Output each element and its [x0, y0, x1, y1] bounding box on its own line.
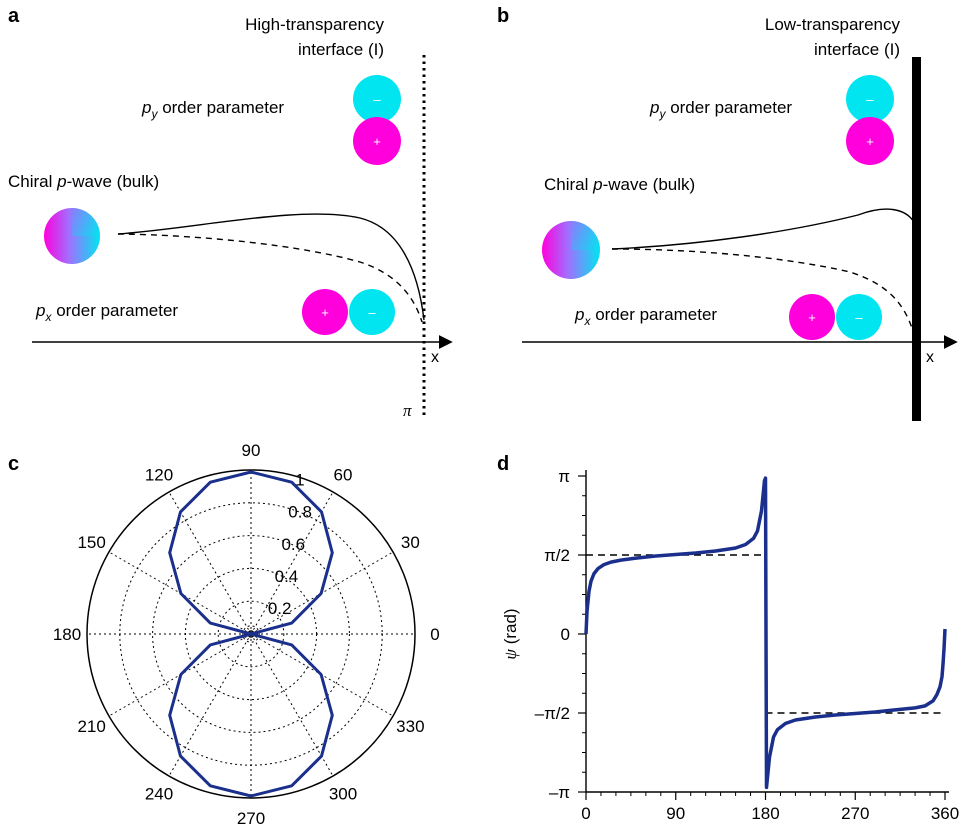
- polar-angle-tick: 300: [329, 784, 357, 803]
- polar-ring: [217, 600, 285, 668]
- bulk-label: Chiral p-wave (bulk): [8, 172, 159, 191]
- x-axis-label-b: x: [926, 349, 934, 366]
- interface-label-line1: High-transparency: [245, 15, 384, 34]
- interface-barrier: [912, 57, 921, 421]
- px-lobe-positive: [789, 294, 835, 340]
- interface-label-line2: interface (I): [298, 40, 384, 59]
- x-tick-label: 180: [751, 804, 779, 823]
- px-label: px order parameter: [35, 301, 178, 324]
- polar-spoke: [168, 633, 252, 777]
- y-tick-label: –π: [549, 783, 570, 802]
- polar-angle-tick: 180: [53, 625, 81, 644]
- polar-ring: [242, 625, 260, 643]
- px-lobe-negative: [349, 289, 395, 335]
- panel-a: a High-transparency interface (I) py ord…: [8, 5, 453, 420]
- polar-angle-tick: 60: [334, 466, 353, 485]
- py-lobe-positive: [846, 117, 894, 165]
- polar-radius-tick: 0.4: [275, 567, 299, 586]
- y-axis-title: ψ (rad): [501, 608, 520, 659]
- panel-label-a: a: [8, 5, 20, 27]
- py-lobe-negative-sign: –: [373, 92, 381, 107]
- polar-radius-tick: 1: [295, 471, 304, 490]
- polar-angle-tick: 240: [145, 784, 173, 803]
- py-label: py order parameter: [649, 98, 792, 121]
- bulk-label: Chiral p-wave (bulk): [544, 175, 695, 194]
- polar-spoke: [168, 491, 252, 635]
- px-lobe-negative-sign: –: [368, 305, 376, 320]
- panel-label-d: d: [497, 453, 509, 475]
- polar-outer-ring: [86, 469, 416, 799]
- polar-radius-tick: 0.6: [281, 535, 305, 554]
- polar-angle-tick: 210: [77, 717, 105, 736]
- polar-angle-tick: 150: [77, 533, 105, 552]
- py-lobe-positive: [353, 117, 401, 165]
- total-amplitude-curve: [117, 213, 425, 321]
- panel-b: b Low-transparency interface (I) py orde…: [497, 5, 958, 421]
- py-lobe-negative: [353, 75, 401, 123]
- polar-grid: [86, 469, 416, 799]
- y-tick-label: –π/2: [535, 704, 570, 723]
- polar-angle-tick: 0: [430, 625, 439, 644]
- polar-radius-tick: 0.2: [268, 599, 292, 618]
- px-lobe-negative: [836, 294, 882, 340]
- interface-label-line2: interface (I): [814, 40, 900, 59]
- y-tick-label: π: [558, 467, 570, 486]
- polar-spoke: [250, 491, 334, 635]
- chiral-shading: [72, 208, 100, 236]
- polar-angle-tick: 270: [237, 809, 265, 824]
- panel-label-b: b: [497, 5, 509, 27]
- polar-angle-tick: 330: [396, 717, 424, 736]
- x-tick-label: 90: [666, 804, 685, 823]
- phase-curve: [584, 476, 947, 790]
- polar-labels: 0 30 60 90 120 150 180 210 240 270 300 330 0.2 0.4 0.6…: [53, 441, 440, 824]
- polar-angle-tick: 30: [401, 533, 420, 552]
- y-tick-label: 0: [561, 625, 570, 644]
- px-label: px order parameter: [574, 305, 717, 328]
- px-lobe-positive-sign: +: [321, 305, 329, 320]
- py-lobe-positive-sign: +: [373, 134, 381, 149]
- panel-d: d –π–π/20π/2π090180270360θ (°)ψ (rad): [497, 453, 959, 823]
- py-label: py order parameter: [141, 98, 284, 121]
- phase-axis-labels: –π–π/20π/2π090180270360θ (°)ψ (rad): [501, 467, 959, 823]
- polar-ring: [152, 535, 350, 733]
- polar-angle-tick: 90: [242, 441, 261, 460]
- x-tick-label: 360: [931, 804, 959, 823]
- polar-radius-tick: 0.8: [288, 503, 312, 522]
- px-lobe-positive: [302, 289, 348, 335]
- x-axis-label-a: x: [431, 349, 439, 366]
- y-tick-label: π/2: [544, 546, 570, 565]
- panel-label-c: c: [8, 453, 19, 475]
- phase-axes: [578, 470, 949, 800]
- px-amplitude-curve: [611, 248, 915, 335]
- polar-angle-tick: 120: [145, 466, 173, 485]
- panel-c: c 03060901201501802102402703003300.20.40…: [8, 441, 440, 824]
- px-lobe-negative-sign: –: [855, 310, 863, 325]
- px-lobe-positive-sign: +: [808, 310, 816, 325]
- total-amplitude-curve: [611, 208, 915, 250]
- x-tick-label: 0: [581, 804, 590, 823]
- py-lobe-positive-sign: +: [866, 134, 874, 149]
- polar-curve: [168, 470, 334, 798]
- pi-label: π: [403, 401, 412, 420]
- chiral-shading: [571, 221, 600, 250]
- py-lobe-negative-sign: –: [866, 92, 874, 107]
- x-tick-label: 270: [841, 804, 869, 823]
- polar-spoke: [250, 633, 334, 777]
- py-lobe-negative: [846, 75, 894, 123]
- interface-label-line1: Low-transparency: [765, 15, 901, 34]
